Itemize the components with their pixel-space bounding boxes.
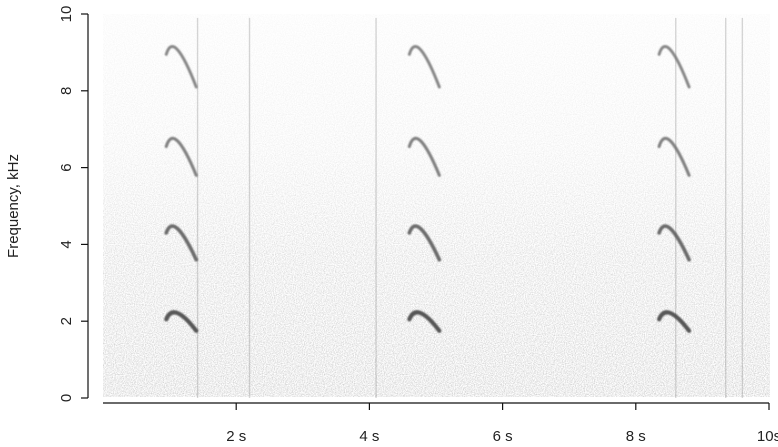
call-0-harmonic-1: [164, 310, 199, 333]
call-1-harmonic-1: [407, 310, 442, 333]
call-2-harmonic-1: [657, 310, 692, 333]
y-tick-label-4: 8: [58, 87, 75, 95]
call-2-harmonic-2: [657, 224, 691, 262]
y-tick-label-0: 0: [58, 394, 75, 402]
y-ticks: 0 2 4 6 8 10: [58, 6, 88, 402]
y-tick-label-2: 4: [58, 240, 75, 248]
broadband-clicks: [196, 17, 744, 398]
y-tick-label-1: 2: [58, 317, 75, 325]
x-tick-label-4: 10s: [757, 428, 778, 445]
x-tick-label-1: 4 s: [359, 428, 379, 445]
plot-area: [103, 14, 770, 398]
x-tick-label-0: 2 s: [226, 428, 246, 445]
y-tick-label-5: 10: [58, 6, 75, 23]
call-2-harmonic-4: [657, 45, 691, 89]
y-axis: 0 2 4 6 8 10 Frequency, kHz: [5, 6, 89, 402]
x-tick-label-3: 8 s: [626, 428, 646, 445]
call-1-harmonic-2: [407, 224, 442, 262]
call-2-harmonic-3: [657, 136, 691, 177]
x-axis: 2 s 4 s 6 s 8 s 10s: [103, 402, 778, 445]
y-axis-title: Frequency, kHz: [5, 154, 22, 258]
call-1-harmonic-4: [407, 45, 441, 89]
call-0-harmonic-4: [164, 45, 198, 89]
call-harmonics: [164, 45, 692, 333]
call-1-harmonic-3: [407, 136, 441, 177]
y-tick-label-3: 6: [58, 163, 75, 171]
call-0-harmonic-2: [164, 224, 199, 262]
call-0-harmonic-3: [164, 136, 198, 177]
spectrogram-background: [103, 14, 770, 397]
x-ticks: 2 s 4 s 6 s 8 s 10s: [226, 403, 778, 445]
x-tick-label-2: 6 s: [493, 428, 513, 445]
